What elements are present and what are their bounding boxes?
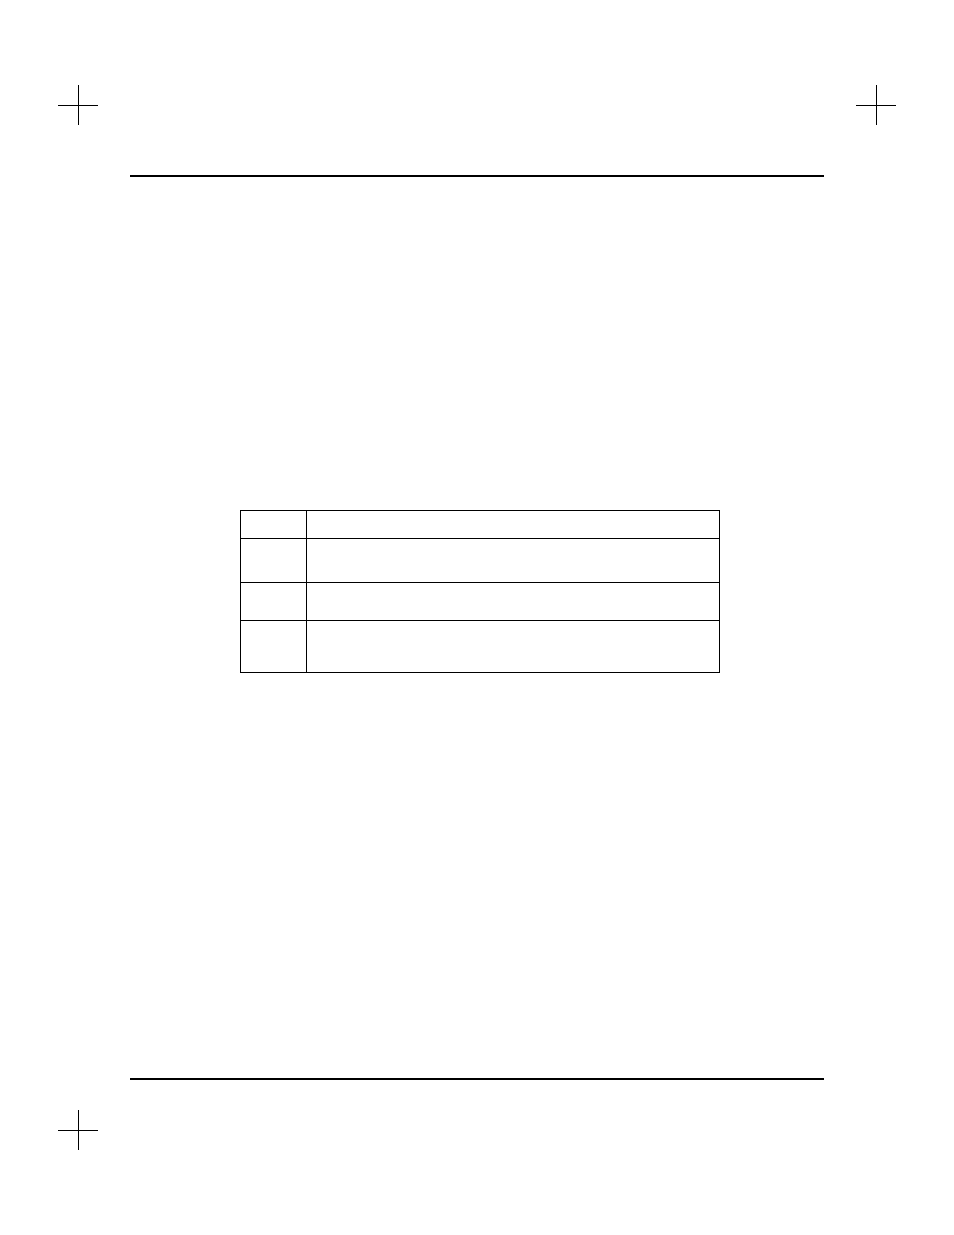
table-row	[241, 511, 720, 539]
table-row	[241, 539, 720, 583]
cell	[306, 539, 719, 583]
data-table	[240, 510, 720, 673]
table-row	[241, 621, 720, 673]
crop-mark-top-right	[856, 85, 896, 125]
crop-mark-top-left	[58, 85, 98, 125]
cell	[306, 511, 719, 539]
cell	[241, 511, 307, 539]
crop-mark-bottom-left	[58, 1110, 98, 1150]
cell	[306, 583, 719, 621]
table-container	[240, 510, 720, 673]
cell	[306, 621, 719, 673]
top-rule	[130, 175, 824, 177]
table-row	[241, 583, 720, 621]
bottom-rule	[130, 1078, 824, 1080]
cell	[241, 539, 307, 583]
cell	[241, 583, 307, 621]
cell	[241, 621, 307, 673]
